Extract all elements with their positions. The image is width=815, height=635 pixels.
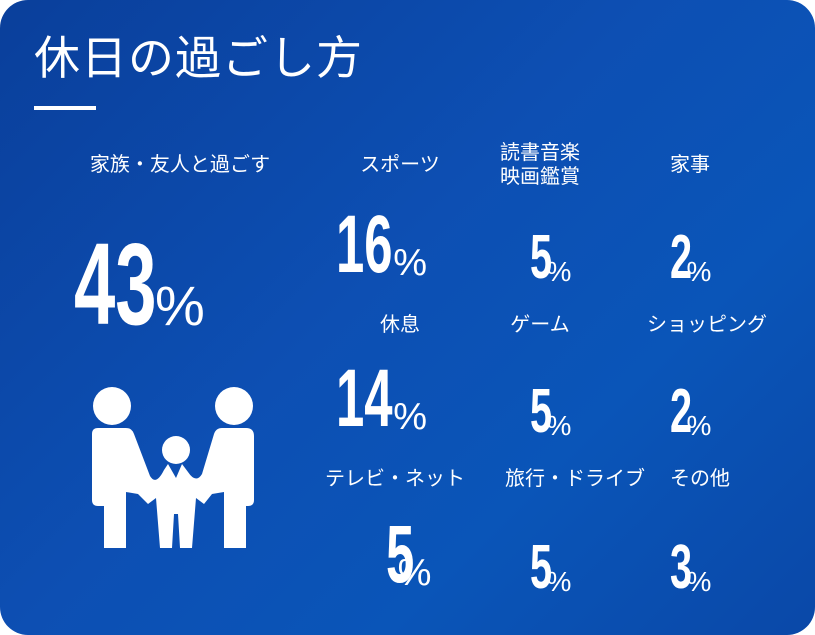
item-value: 43%	[74, 219, 205, 349]
item-label: 休息	[380, 312, 420, 336]
item-value: 2%	[670, 223, 712, 292]
item-value: 2%	[670, 377, 712, 446]
item-value: 14%	[336, 353, 428, 444]
percent-unit: %	[393, 396, 428, 438]
item-label: ショッピング	[647, 312, 767, 336]
percent-unit: %	[397, 552, 432, 594]
item-value: 5%	[530, 533, 572, 602]
item-label: スポーツ	[360, 152, 440, 176]
item-label: テレビ・ネット	[325, 466, 465, 490]
percent-unit: %	[546, 256, 572, 287]
percent-unit: %	[546, 566, 572, 597]
percent-unit: %	[686, 566, 712, 597]
value-number: 43	[74, 219, 157, 349]
item-label: その他	[670, 466, 730, 490]
percent-unit: %	[155, 274, 205, 337]
percent-unit: %	[393, 242, 428, 284]
item-value: 5%	[530, 377, 572, 446]
value-number: 2	[670, 377, 693, 446]
item-label: 旅行・ドライブ	[505, 466, 645, 490]
percent-unit: %	[546, 410, 572, 441]
page-title: 休日の過ごし方	[34, 31, 363, 85]
value-number: 16	[336, 199, 393, 290]
value-number: 5	[530, 533, 553, 602]
value-number: 2	[670, 223, 693, 292]
value-number: 5	[530, 377, 553, 446]
value-number: 14	[336, 353, 393, 444]
item-value: 5%	[386, 509, 432, 600]
value-number: 5	[386, 509, 415, 600]
item-value: 16%	[336, 199, 428, 290]
item-label: 読書音楽 映画鑑賞	[500, 140, 580, 188]
family-icon	[92, 387, 254, 548]
value-number: 3	[670, 533, 693, 602]
item-value: 5%	[530, 223, 572, 292]
item-label: 家族・友人と過ごす	[89, 152, 271, 176]
title-underline	[34, 106, 96, 110]
item-label: ゲーム	[510, 312, 570, 336]
percent-unit: %	[686, 256, 712, 287]
percent-unit: %	[686, 410, 712, 441]
value-number: 5	[530, 223, 553, 292]
item-value: 3%	[670, 533, 712, 602]
item-label: 家事	[670, 152, 710, 176]
